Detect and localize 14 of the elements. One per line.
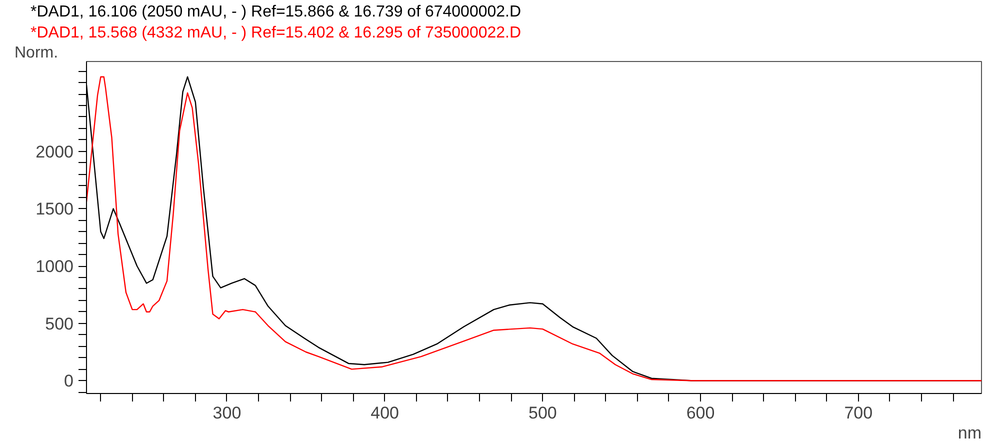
y-tick-label: 1000: [36, 257, 74, 276]
y-tick-label: 1500: [36, 200, 74, 219]
text: *DAD1, 16.106 (2050 mAU, - ) Ref=15.866 & 16.739 of 674000002.D: [30, 4, 522, 20]
text: *DAD1, 15.568 (4332 mAU, - ) Ref=15.402 & 16.295 of 735000022.D: [30, 24, 522, 42]
x-tick-label: 300: [212, 404, 242, 422]
x-tick-label: 500: [528, 404, 557, 422]
y-tick-label: 2000: [36, 142, 74, 162]
x-tick-label: 700: [844, 404, 873, 422]
y-tick-label: 500: [45, 314, 74, 334]
y-tick-label: 0: [64, 372, 74, 391]
y-axis-title: Norm.: [14, 44, 58, 62]
x-tick-label: 400: [370, 404, 400, 422]
x-axis-title: nm: [958, 424, 982, 442]
x-tick-label: 600: [686, 404, 715, 422]
